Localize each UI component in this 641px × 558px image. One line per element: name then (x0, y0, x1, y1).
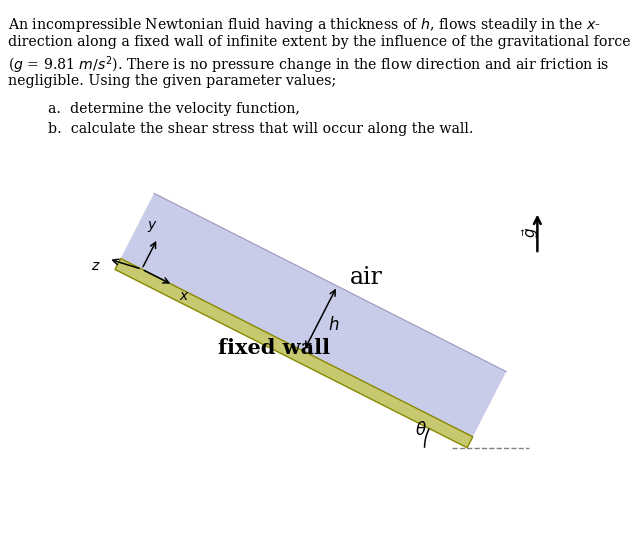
Polygon shape (115, 258, 473, 448)
Text: ($g$ = 9.81 $m/s^{2}$). There is no pressure change in the flow direction and ai: ($g$ = 9.81 $m/s^{2}$). There is no pres… (8, 55, 609, 76)
Text: $z$: $z$ (92, 259, 101, 273)
Text: $\vec{g}$: $\vec{g}$ (520, 227, 541, 238)
Text: direction along a fixed wall of infinite extent by the influence of the gravitat: direction along a fixed wall of infinite… (8, 35, 630, 49)
Polygon shape (121, 193, 506, 437)
Text: negligible. Using the given parameter values;: negligible. Using the given parameter va… (8, 74, 336, 88)
Text: $y$: $y$ (147, 219, 158, 234)
Text: $x$: $x$ (179, 288, 190, 302)
Text: air: air (350, 266, 383, 288)
Text: a.  determine the velocity function,: a. determine the velocity function, (48, 102, 300, 116)
Text: $h$: $h$ (328, 316, 340, 334)
Text: b.  calculate the shear stress that will occur along the wall.: b. calculate the shear stress that will … (48, 122, 474, 136)
Text: fixed wall: fixed wall (218, 338, 330, 358)
Text: $\theta$: $\theta$ (415, 421, 427, 439)
Text: An incompressible Newtonian fluid having a thickness of $h$, flows steadily in t: An incompressible Newtonian fluid having… (8, 16, 601, 33)
